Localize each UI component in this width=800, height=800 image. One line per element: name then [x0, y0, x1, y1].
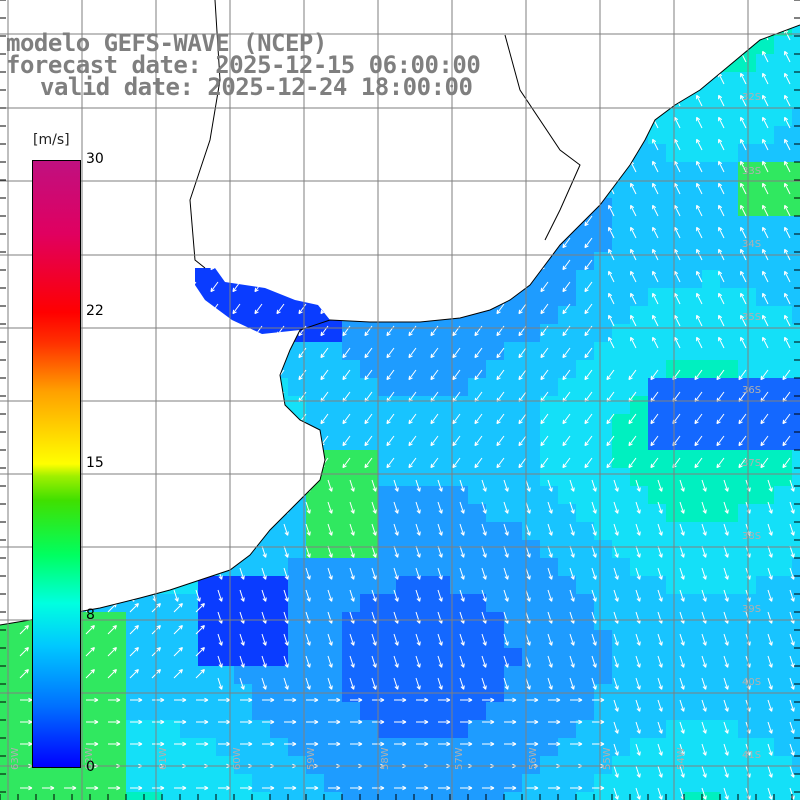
- lat-label: 36S: [742, 385, 761, 396]
- lat-label: 39S: [742, 604, 761, 615]
- lon-label: 58W: [380, 747, 391, 770]
- lon-label: 62W: [84, 747, 95, 770]
- land-border-east: [504, 34, 581, 241]
- title-model: modelo GEFS-WAVE (NCEP): [6, 29, 327, 57]
- colorbar-tick-15: 15: [86, 455, 104, 471]
- lon-label: 60W: [232, 747, 243, 770]
- title-forecast-date: forecast date: 2025-12-15 06:00:00: [6, 51, 481, 79]
- lon-label: 55W: [602, 747, 613, 770]
- lat-label: 34S: [742, 239, 761, 250]
- lat-label: 37S: [742, 458, 761, 469]
- title-valid-date: valid date: 2025-12-24 18:00:00: [40, 73, 473, 101]
- coastline: [0, 24, 800, 626]
- lat-label: 41S: [742, 750, 761, 761]
- colorbar-tick-30: 30: [86, 151, 104, 167]
- colorbar-tick-0: 0: [86, 759, 95, 775]
- land-border: [189, 0, 221, 269]
- colorbar-tick-8: 8: [86, 607, 95, 623]
- lat-label: 40S: [742, 677, 761, 688]
- lon-label: 63W: [10, 747, 21, 770]
- colorbar-tick-22: 22: [86, 303, 104, 319]
- lon-label: 59W: [306, 747, 317, 770]
- colorbar: [32, 160, 81, 768]
- lat-label: 33S: [742, 166, 761, 177]
- lon-label: 56W: [528, 747, 539, 770]
- lat-label: 38S: [742, 531, 761, 542]
- lon-label: 61W: [158, 747, 169, 770]
- lat-label: 35S: [742, 312, 761, 323]
- lon-label: 54W: [676, 747, 687, 770]
- estuary-area: [195, 268, 330, 334]
- colorbar-unit: [m/s]: [33, 132, 70, 148]
- lat-label: 32S: [742, 92, 761, 103]
- lon-label: 57W: [454, 747, 465, 770]
